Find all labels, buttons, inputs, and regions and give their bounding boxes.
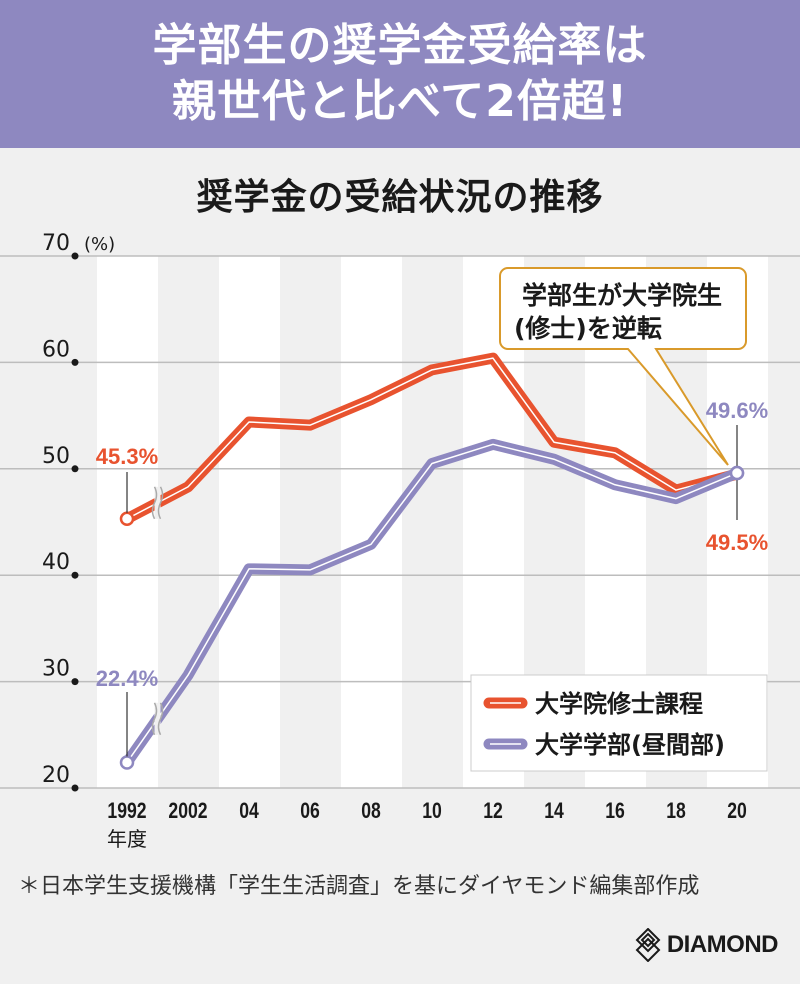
axis-break-gap	[154, 702, 161, 735]
y-tick-label: 50	[42, 444, 70, 469]
callout-text-line-1: 学部生が大学院生	[522, 281, 722, 310]
annotation-label: 49.5%	[706, 530, 768, 555]
y-tick-label: 20	[42, 763, 70, 788]
callout-box	[499, 267, 747, 466]
axis-break-mark	[157, 702, 164, 736]
y-tick-label: 30	[42, 657, 70, 682]
chart-title: 奨学金の受給状況の推移	[196, 177, 604, 218]
x-tick-label: 14	[544, 799, 564, 823]
y-tick-dot	[71, 784, 79, 792]
x-tick-label: 10	[422, 799, 442, 823]
annotation-label: 22.4%	[96, 666, 158, 691]
axis-break-mark	[151, 486, 158, 520]
legend-box	[470, 674, 768, 772]
annotation-label: 45.3%	[96, 444, 158, 469]
diamond-logo-icon	[635, 928, 661, 962]
y-tick-label: 70	[42, 231, 70, 256]
endpoint-marker	[119, 755, 135, 770]
annotation-label: 49.6%	[706, 398, 768, 423]
x-tick-label: 18	[666, 799, 686, 823]
headline-line-1: 学部生の奨学金受給率は	[152, 20, 648, 71]
x-tick-label: 06	[300, 799, 320, 823]
axis-break-mark	[151, 702, 158, 736]
y-tick-label: 40	[42, 550, 70, 575]
x-tick-label: 16	[605, 799, 625, 823]
y-axis-unit-label: (%)	[84, 234, 115, 255]
axis-break-gap	[154, 486, 161, 519]
series-line-center-0	[126, 357, 738, 520]
y-tick-dot	[71, 358, 79, 366]
legend-label: 大学院修士課程	[535, 690, 703, 718]
x-tick-label: 1992	[107, 799, 146, 823]
legend-label: 大学学部(昼間部)	[535, 731, 725, 759]
x-tick-label: 12	[483, 799, 503, 823]
series-line-center-1	[126, 443, 738, 763]
y-tick-dot	[71, 678, 79, 686]
y-tick-dot	[71, 465, 79, 473]
y-tick-label: 60	[42, 337, 70, 362]
headline-banner: 学部生の奨学金受給率は 親世代と比べて2倍超!	[0, 0, 800, 148]
column-stripe	[219, 256, 280, 788]
headline-line-2: 親世代と比べて2倍超!	[172, 76, 628, 127]
x-tick-label: 20	[727, 799, 747, 823]
publisher-logo: DIAMOND	[635, 928, 779, 962]
callout-text-line-2: (修士)を逆転	[514, 314, 662, 343]
x-tick-label: 2002	[168, 799, 207, 823]
y-tick-dot	[71, 252, 79, 260]
x-axis-label: 年度	[107, 827, 147, 851]
x-tick-label: 04	[239, 799, 259, 823]
endpoint-marker	[119, 511, 135, 527]
axis-break-mark	[157, 486, 164, 520]
source-note: ＊日本学生支援機構「学生生活調査」を基にダイヤモンド編集部作成	[18, 874, 700, 899]
endpoint-marker	[729, 465, 745, 481]
y-tick-dot	[71, 571, 79, 579]
logo-text: DIAMOND	[666, 931, 779, 958]
x-tick-label: 08	[361, 799, 381, 823]
